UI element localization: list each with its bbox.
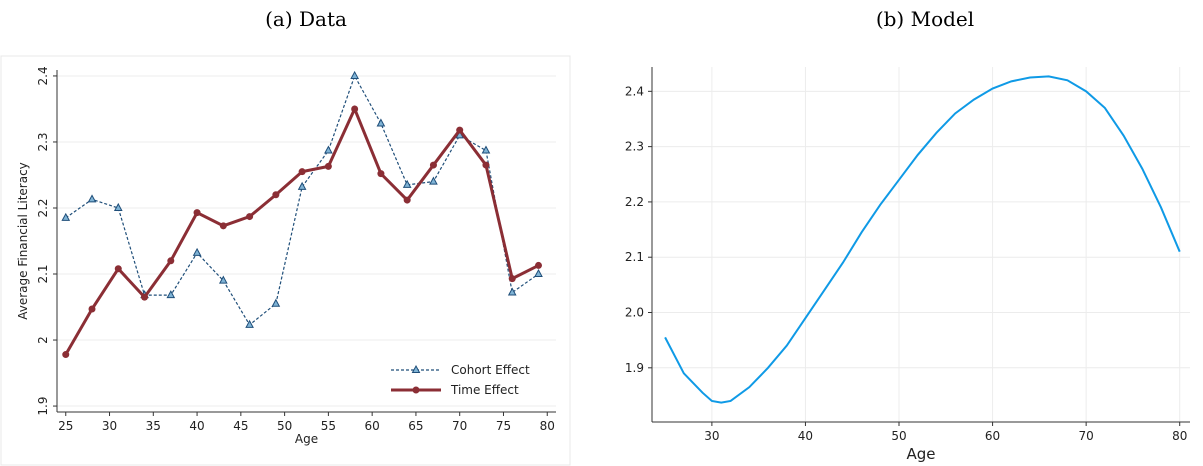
- x-tick-label: 30: [704, 429, 719, 443]
- point: [429, 176, 438, 185]
- point: [534, 268, 543, 278]
- point: [429, 161, 437, 169]
- point: [167, 257, 175, 265]
- point: [508, 275, 516, 283]
- point: [403, 196, 411, 204]
- point: [324, 145, 333, 154]
- point: [246, 213, 254, 221]
- y-axis-label: Average Financial Literacy: [16, 162, 30, 320]
- y-tick-label: 2.3: [625, 140, 644, 154]
- point: [377, 170, 385, 178]
- point: [324, 162, 332, 170]
- x-tick-label: 40: [798, 429, 813, 443]
- point: [166, 290, 176, 299]
- x-tick-label: 75: [496, 419, 511, 433]
- x-tick-label: 50: [277, 419, 292, 433]
- y-tick-label: 2: [36, 336, 50, 344]
- y-tick-label: 2.4: [625, 84, 644, 98]
- x-tick-label: 25: [58, 419, 73, 433]
- point: [507, 287, 517, 296]
- x-tick-label: 70: [1079, 429, 1094, 443]
- point: [456, 126, 464, 134]
- legend-marker: [411, 364, 421, 373]
- point: [271, 298, 281, 307]
- y-tick-label: 1.9: [36, 397, 50, 416]
- series-line: [64, 105, 540, 356]
- point: [192, 247, 202, 256]
- x-tick-label: 60: [365, 419, 380, 433]
- x-tick-label: 40: [189, 419, 204, 433]
- x-tick-label: 80: [540, 419, 555, 433]
- y-tick-label: 2.1: [625, 250, 644, 264]
- point: [218, 275, 228, 284]
- y-tick-label: 2.1: [36, 264, 50, 283]
- series-line: [664, 75, 1181, 404]
- x-tick-label: 45: [233, 419, 248, 433]
- y-tick-label: 1.9: [625, 361, 644, 375]
- y-tick-label: 2.2: [36, 198, 50, 217]
- point: [272, 191, 280, 199]
- x-tick-label: 80: [1172, 429, 1187, 443]
- chart-title: (a) Data: [265, 7, 347, 31]
- y-tick-label: 2.2: [625, 195, 644, 209]
- point: [62, 351, 70, 359]
- point: [245, 319, 254, 328]
- x-axis-label: Age: [295, 432, 318, 446]
- x-tick-label: 50: [891, 429, 906, 443]
- point: [481, 145, 491, 154]
- legend-label: Cohort Effect: [451, 363, 530, 377]
- legend-label: Time Effect: [450, 383, 519, 397]
- point: [87, 194, 97, 203]
- point: [141, 293, 149, 301]
- panel-frame: [0, 55, 571, 466]
- point: [482, 161, 490, 169]
- point: [88, 305, 96, 313]
- x-tick-label: 70: [452, 419, 467, 433]
- x-tick-label: 60: [985, 429, 1000, 443]
- point: [351, 105, 359, 113]
- y-tick-label: 2.3: [36, 132, 50, 151]
- point: [376, 118, 386, 127]
- x-axis-label: Age: [906, 445, 935, 463]
- point: [114, 265, 122, 273]
- point: [61, 212, 71, 221]
- chart-title: (b) Model: [876, 7, 974, 31]
- y-tick-label: 2.0: [625, 306, 644, 320]
- point: [193, 209, 201, 217]
- legend-marker: [412, 386, 420, 394]
- x-tick-label: 30: [102, 419, 117, 433]
- point: [402, 179, 412, 188]
- y-tick-label: 2.4: [36, 66, 50, 85]
- x-tick-label: 35: [146, 419, 161, 433]
- point: [298, 168, 306, 176]
- point: [297, 181, 307, 190]
- point: [350, 70, 359, 79]
- point: [534, 261, 542, 269]
- x-tick-label: 65: [408, 419, 423, 433]
- point: [113, 202, 123, 211]
- point: [219, 222, 227, 230]
- x-tick-label: 55: [321, 419, 336, 433]
